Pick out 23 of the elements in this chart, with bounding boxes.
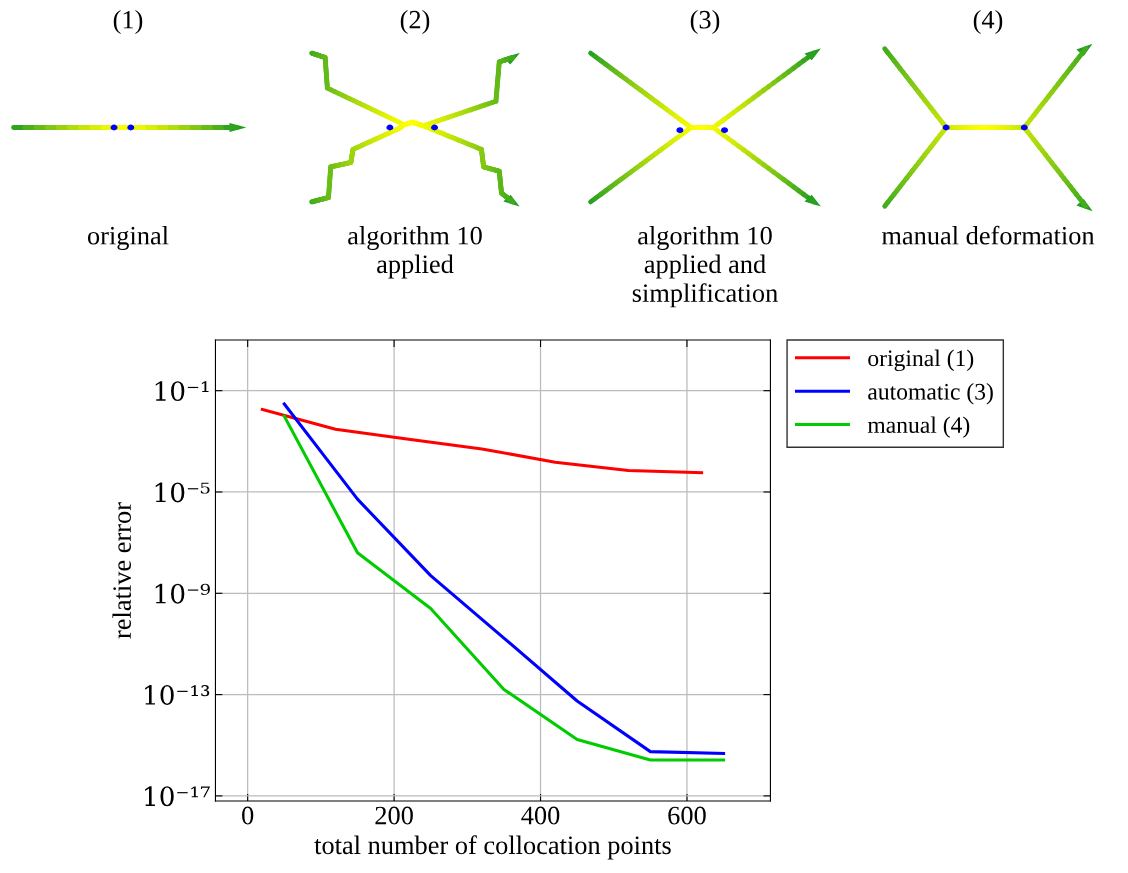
x-tick-label: 600: [668, 806, 706, 825]
text: algorithm 10 applied: [348, 226, 482, 279]
y-tick-label: 10⁻⁹: [155, 583, 210, 604]
text: (4): [973, 10, 1003, 34]
legend-label: manual (4): [867, 416, 970, 438]
x-tick-label: 0: [242, 806, 254, 825]
y-tick-label: 10⁻¹³: [145, 685, 210, 705]
y-tick-label: 10⁻⁵: [155, 482, 210, 503]
y-axis-title: relative error: [112, 502, 131, 639]
legend-label: automatic (3): [868, 383, 993, 405]
x-tick-label: 200: [375, 806, 413, 825]
x-tick-label: 400: [521, 806, 560, 825]
x-axis-title: total number of collocation points: [314, 835, 671, 860]
y-tick-label: 10⁻¹: [155, 381, 209, 402]
text: (3): [690, 10, 720, 34]
y-tick-label: 10⁻¹⁷: [145, 786, 210, 807]
text: (2): [400, 10, 430, 34]
text: manual deformation: [881, 225, 1095, 245]
text: algorithm 10 applied and simplification: [632, 226, 778, 308]
line-series: [260, 408, 704, 475]
text: original: [87, 226, 169, 251]
legend-label: original (1): [868, 349, 974, 372]
text: (1): [113, 10, 143, 34]
